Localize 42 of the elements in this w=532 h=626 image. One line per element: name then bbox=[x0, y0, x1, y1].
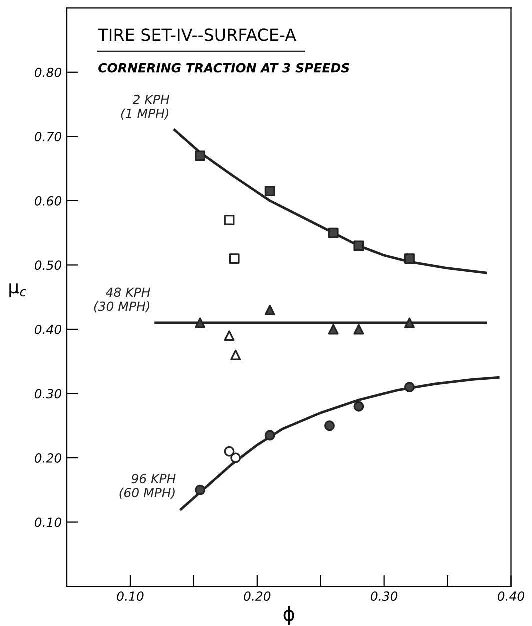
y-tick-label: 0.40 bbox=[34, 324, 62, 334]
x-axis-title: ϕ bbox=[284, 606, 294, 626]
text: TIRE SET-IV--SURFACE-A bbox=[98, 28, 296, 42]
y-tick-label: 0.10 bbox=[34, 518, 62, 528]
point bbox=[195, 484, 206, 496]
point bbox=[324, 420, 335, 432]
point bbox=[354, 240, 364, 252]
point bbox=[328, 324, 339, 335]
point bbox=[354, 324, 364, 335]
point bbox=[195, 318, 206, 328]
series-label: 48 KPH (30 MPH) bbox=[94, 288, 150, 313]
point bbox=[230, 350, 242, 360]
point bbox=[404, 254, 415, 264]
point bbox=[224, 446, 235, 457]
x-tick-label: 0.40 bbox=[498, 592, 525, 602]
line-series bbox=[174, 129, 488, 274]
point bbox=[229, 254, 240, 264]
point bbox=[224, 330, 235, 342]
point bbox=[230, 452, 242, 464]
point bbox=[404, 318, 415, 328]
series-label: 96 KPH (60 MPH) bbox=[120, 474, 176, 500]
y-tick-label: 0.60 bbox=[34, 196, 62, 206]
y-tick-label: 0.50 bbox=[34, 260, 62, 270]
point bbox=[264, 304, 276, 316]
point bbox=[354, 401, 364, 412]
x-tick-label: 0.30 bbox=[371, 592, 398, 602]
y-tick-label: 0.80 bbox=[34, 68, 62, 78]
y-axis-title: μ$_{c}$ bbox=[10, 284, 27, 298]
point bbox=[264, 186, 276, 197]
point bbox=[224, 215, 235, 226]
y-tick-label: 0.30 bbox=[34, 389, 62, 399]
series-label: 2 KPH (1 MPH) bbox=[121, 94, 170, 120]
point bbox=[328, 228, 339, 238]
line-series bbox=[180, 376, 500, 511]
point bbox=[195, 150, 206, 162]
point bbox=[264, 430, 276, 441]
x-tick-label: 0.20 bbox=[244, 592, 271, 602]
y-tick-label: 0.20 bbox=[34, 453, 62, 463]
point bbox=[404, 382, 415, 393]
x-tick-label: 0.10 bbox=[117, 592, 144, 602]
text: CORNERING TRACTION AT 3 SPEEDS bbox=[98, 63, 350, 73]
y-tick-label: 0.70 bbox=[34, 132, 62, 142]
